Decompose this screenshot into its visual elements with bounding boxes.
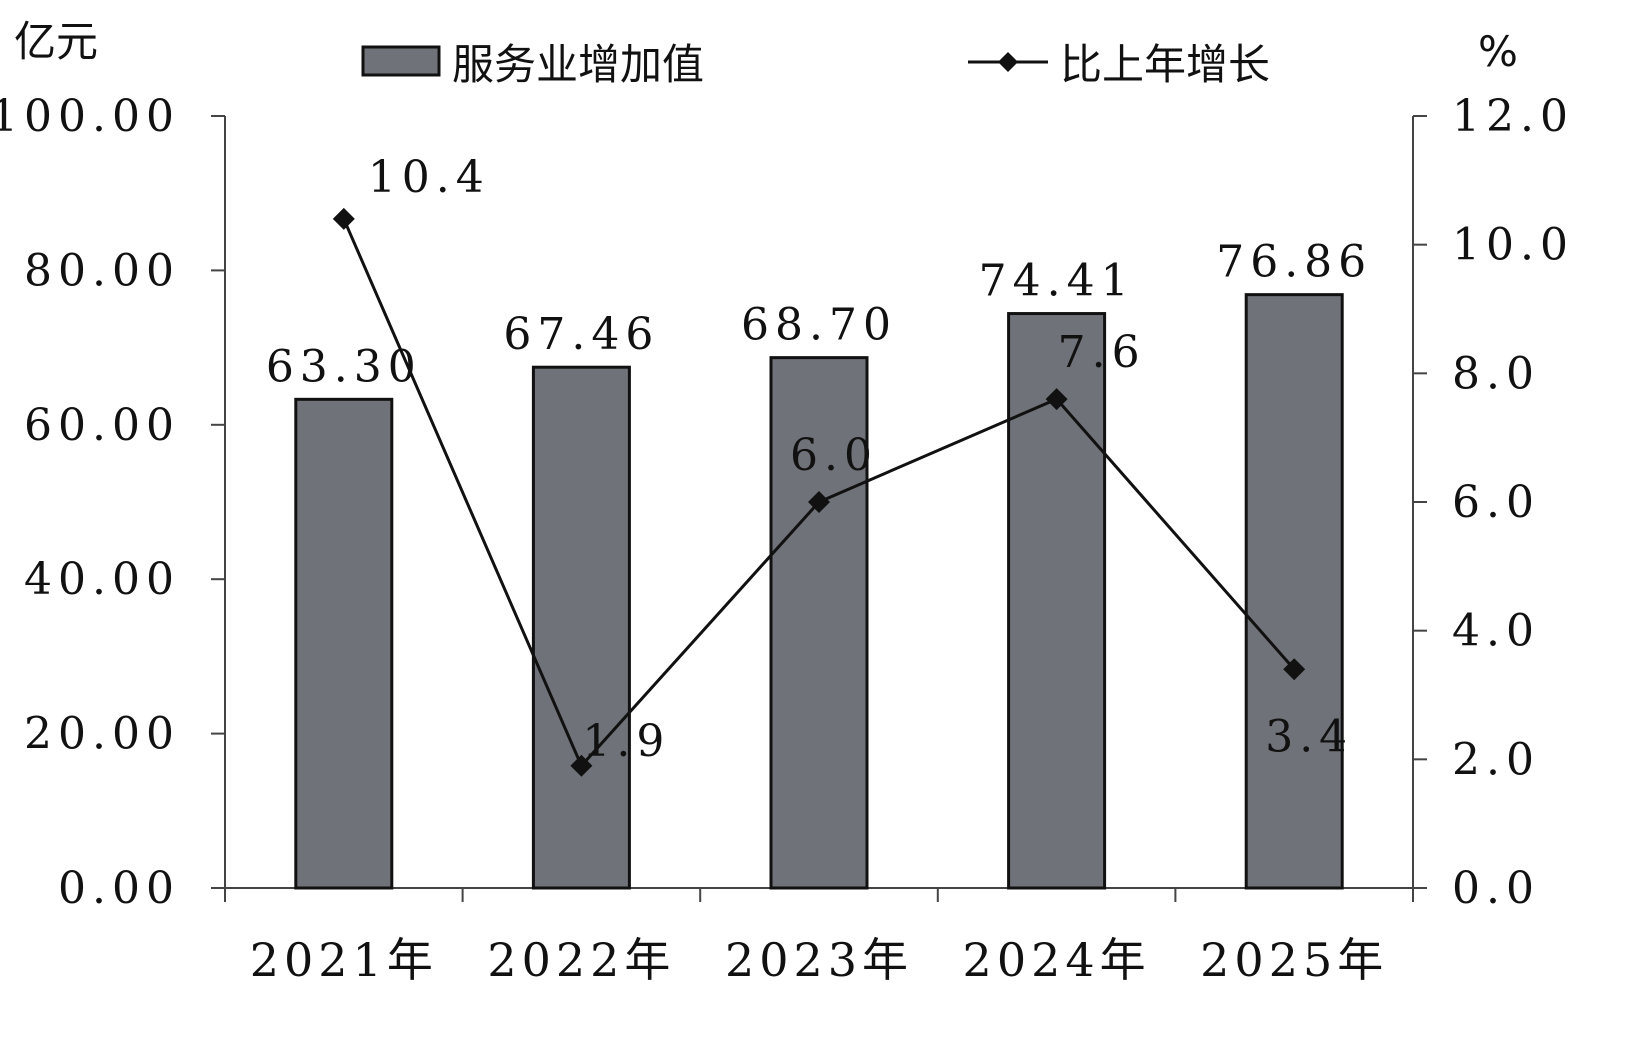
line-series xyxy=(332,207,1306,777)
bar-series xyxy=(294,293,1344,890)
line-value-label: 1.9 xyxy=(582,716,670,767)
line-point xyxy=(332,207,355,230)
line-value-label: 3.4 xyxy=(1265,711,1353,762)
axes: 0.00 20.00 40.00 60.00 80.00 100.00 0.0 2.0 4.0 6… xyxy=(0,91,1574,987)
right-tick-label: 8.0 xyxy=(1452,348,1540,399)
left-tick-label: 100.00 xyxy=(0,91,180,142)
x-tick-label: 2023年 xyxy=(725,933,913,987)
right-axis-unit: % xyxy=(1478,27,1518,76)
line-value-label: 7.6 xyxy=(1058,327,1146,378)
legend-bar-swatch xyxy=(361,45,441,77)
bar-value-label: 68.70 xyxy=(741,300,897,351)
line-point xyxy=(1283,658,1306,681)
bar-value-label: 76.86 xyxy=(1216,237,1372,288)
bar xyxy=(769,356,869,890)
data-labels: 63.30 67.46 68.70 74.41 76.86 10.4 1.9 6.0 7.6 3.… xyxy=(266,152,1372,767)
left-tick-label: 0.00 xyxy=(58,863,180,914)
line-value-label: 10.4 xyxy=(368,152,490,203)
right-tick-label: 0.0 xyxy=(1452,863,1540,914)
right-tick-label: 6.0 xyxy=(1452,477,1540,528)
bar xyxy=(531,365,631,890)
right-tick-label: 12.0 xyxy=(1452,91,1574,142)
line-point xyxy=(570,754,593,777)
right-tick-label: 2.0 xyxy=(1452,734,1540,785)
line-point xyxy=(1045,388,1068,411)
right-tick-label: 4.0 xyxy=(1452,606,1540,657)
x-tick-label: 2022年 xyxy=(487,933,675,987)
bar-value-label: 74.41 xyxy=(979,256,1135,307)
bar xyxy=(1244,293,1344,890)
x-tick-label: 2021年 xyxy=(250,933,438,987)
legend-line-marker xyxy=(998,52,1018,72)
line-point xyxy=(808,491,830,513)
left-tick-label: 80.00 xyxy=(24,245,180,296)
bar-value-label: 63.30 xyxy=(266,341,422,392)
bar-value-label: 67.46 xyxy=(503,309,659,360)
left-tick-label: 60.00 xyxy=(24,400,180,451)
legend-bar-label: 服务业增加值 xyxy=(452,40,704,89)
right-tick-label: 10.0 xyxy=(1452,220,1574,271)
legend-line-label: 比上年增长 xyxy=(1060,40,1270,89)
left-tick-label: 40.00 xyxy=(24,554,180,605)
legend: 服务业增加值 比上年增长 xyxy=(361,40,1270,89)
x-tick-label: 2024年 xyxy=(963,933,1151,987)
left-axis-unit: 亿元 xyxy=(14,17,98,66)
left-tick-label: 20.00 xyxy=(24,709,180,760)
bar xyxy=(294,397,394,890)
line-value-label: 6.0 xyxy=(790,430,878,481)
x-tick-label: 2025年 xyxy=(1200,933,1388,987)
